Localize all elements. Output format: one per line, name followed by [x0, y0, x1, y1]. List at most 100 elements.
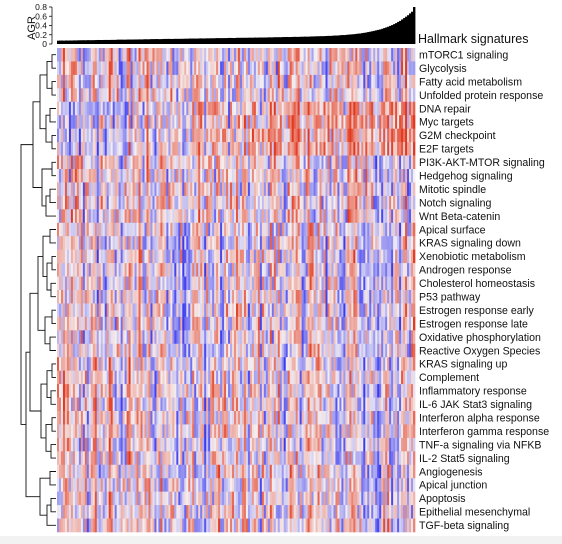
heatmap-cell	[57, 88, 60, 103]
heatmap-cell	[100, 397, 104, 412]
heatmap-cell	[327, 330, 330, 345]
heatmap-cell	[351, 155, 354, 170]
heatmap-cell	[323, 88, 326, 103]
heatmap-cell	[230, 169, 233, 183]
heatmap-cell	[401, 209, 404, 224]
heatmap-cell	[403, 370, 406, 385]
heatmap-cell	[245, 115, 249, 129]
heatmap-cell	[327, 101, 330, 116]
heatmap-cell	[108, 303, 112, 318]
heatmap-cell	[389, 88, 392, 103]
heatmap-cell	[239, 169, 243, 183]
heatmap-cell	[118, 357, 121, 371]
heatmap-cell	[343, 276, 346, 291]
dendrogram-branch	[51, 417, 56, 432]
heatmap-cell	[385, 343, 388, 358]
heatmap-cell	[411, 61, 414, 76]
heatmap-cell	[413, 101, 416, 116]
heatmap-cell	[206, 155, 209, 170]
heatmap-cell	[180, 195, 183, 210]
heatmap-cell	[220, 195, 223, 210]
heatmap-cell	[405, 343, 408, 358]
heatmap-cell	[337, 61, 340, 76]
heatmap-cell	[295, 343, 299, 358]
heatmap-cell	[329, 276, 332, 291]
heatmap-cell	[106, 357, 110, 371]
heatmap-cell	[349, 370, 352, 385]
heatmap-cell	[202, 142, 205, 156]
heatmap-cell	[263, 290, 267, 304]
heatmap-cell	[66, 290, 70, 304]
heatmap-cell	[230, 88, 233, 103]
heatmap-cell	[136, 263, 139, 277]
heatmap-cell	[224, 222, 227, 237]
heatmap-cell	[138, 74, 141, 89]
heatmap-cell	[188, 128, 191, 143]
heatmap-cell	[74, 195, 78, 210]
heatmap-cell	[148, 263, 151, 277]
heatmap-cell	[283, 209, 287, 224]
heatmap-cell	[64, 411, 68, 425]
heatmap-cell	[136, 370, 139, 385]
heatmap-cell	[186, 155, 189, 170]
heatmap-cell	[108, 397, 112, 412]
heatmap-cell	[357, 357, 360, 371]
heatmap-cell	[90, 316, 94, 331]
heatmap-cell	[313, 88, 316, 103]
heatmap-cell	[279, 48, 283, 62]
heatmap-cell	[172, 384, 175, 398]
heatmap-cell	[174, 343, 177, 358]
heatmap-cell	[94, 222, 98, 237]
heatmap-cell	[353, 236, 356, 250]
heatmap-cell	[249, 128, 253, 143]
heatmap-cell	[90, 155, 94, 170]
heatmap-cell	[106, 276, 110, 291]
heatmap-cell	[236, 222, 239, 237]
heatmap-cell	[271, 236, 275, 250]
heatmap-cell	[174, 357, 177, 371]
heatmap-cell	[174, 182, 177, 197]
heatmap-cell	[94, 169, 98, 183]
heatmap-cell	[208, 343, 211, 358]
heatmap-cell	[369, 48, 372, 62]
heatmap-cell	[309, 357, 312, 371]
dendrogram-branch	[50, 497, 56, 513]
heatmap-cell	[236, 263, 239, 277]
heatmap-cell	[317, 169, 320, 183]
heatmap-cell	[186, 88, 189, 103]
heatmap-cell	[140, 101, 143, 116]
heatmap-cell	[126, 276, 129, 291]
heatmap-cell	[168, 249, 171, 264]
heatmap-cell	[166, 101, 169, 116]
heatmap-cell	[329, 209, 332, 224]
heatmap-cell	[267, 222, 271, 237]
heatmap-cell	[359, 155, 362, 170]
heatmap-cell	[365, 343, 368, 358]
heatmap-cell	[335, 397, 338, 412]
heatmap-cell	[257, 101, 261, 116]
heatmap-cell	[311, 222, 314, 237]
heatmap-cell	[355, 101, 358, 116]
heatmap-cell	[216, 397, 219, 412]
heatmap-cell	[132, 61, 135, 76]
heatmap-cell	[226, 276, 229, 291]
heatmap-cell	[397, 195, 400, 210]
heatmap-cell	[279, 222, 283, 237]
heatmap-cell	[174, 74, 177, 89]
heatmap-cell	[146, 169, 149, 183]
heatmap-cell	[64, 330, 68, 345]
heatmap-cell	[327, 48, 330, 62]
heatmap-cell	[311, 169, 314, 183]
heatmap-cell	[164, 61, 167, 76]
heatmap-cell	[317, 290, 320, 304]
heatmap-cell	[128, 249, 131, 264]
heatmap-cell	[176, 48, 179, 62]
heatmap-cell	[355, 209, 358, 224]
heatmap-cell	[239, 155, 243, 170]
heatmap-cell	[331, 88, 334, 103]
heatmap-cell	[301, 128, 304, 143]
heatmap-cell	[92, 182, 96, 197]
heatmap-cell	[184, 384, 187, 398]
heatmap-cell	[134, 128, 137, 143]
heatmap-cell	[379, 384, 382, 398]
